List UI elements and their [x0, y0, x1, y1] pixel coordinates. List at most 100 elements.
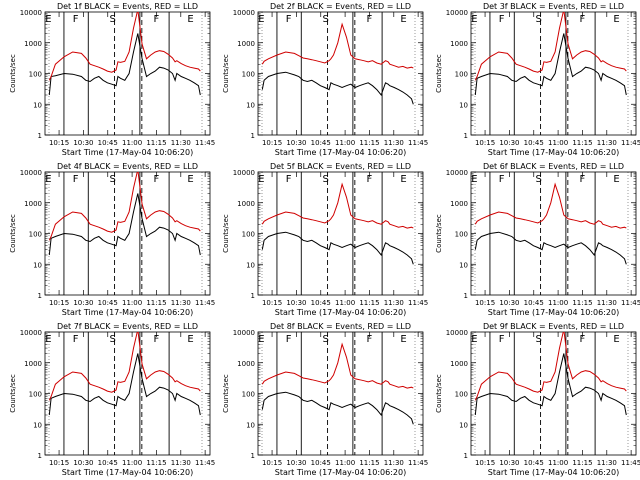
x-tick-label: 10:45 — [311, 139, 331, 147]
region-label: S — [322, 334, 328, 345]
x-tick-label: 11:00 — [122, 459, 142, 467]
y-tick-label: 10 — [33, 101, 42, 109]
region-label: S — [535, 334, 541, 345]
lld-series-line — [48, 12, 201, 81]
y-tick-label: 100 — [455, 231, 468, 239]
x-axis-label: Start Time (17-May-04 10:06:20) — [275, 148, 406, 157]
y-tick-label: 100 — [242, 71, 255, 79]
region-label: E — [471, 174, 477, 185]
region-label: S — [109, 14, 115, 25]
region-label: F — [286, 334, 292, 345]
y-axis-label: Counts/sec — [435, 214, 443, 253]
panel-title: Det 9f BLACK = Events, RED = LLD — [483, 322, 624, 331]
events-series-line — [48, 353, 201, 416]
y-tick-label: 1 — [251, 452, 255, 460]
x-tick-label: 10:45 — [524, 139, 544, 147]
x-tick-label: 11:30 — [384, 459, 404, 467]
x-tick-label: 10:15 — [49, 459, 69, 467]
region-label: F — [367, 174, 373, 185]
x-tick-label: 10:45 — [98, 139, 118, 147]
detector-panel-6: Det 6f BLACK = Events, RED = LLD Counts/s… — [435, 162, 640, 317]
x-tick-label: 10:15 — [262, 459, 282, 467]
region-label: E — [45, 334, 51, 345]
region-label: F — [580, 174, 586, 185]
region-label: S — [535, 14, 541, 25]
events-series-line — [261, 231, 414, 265]
x-tick-label: 10:45 — [311, 459, 331, 467]
y-axis-label: Counts/sec — [222, 54, 230, 93]
y-tick-label: 1000 — [24, 40, 42, 48]
y-tick-label: 1 — [38, 292, 42, 300]
series-group — [261, 22, 414, 105]
y-tick-label: 10000 — [20, 329, 42, 337]
series-group — [261, 182, 414, 265]
y-tick-label: 1000 — [24, 200, 42, 208]
y-tick-label: 1000 — [450, 360, 468, 368]
x-axis-label: Start Time (17-May-04 10:06:20) — [62, 148, 193, 157]
events-series-line — [261, 391, 414, 425]
region-label: E — [187, 334, 193, 345]
detector-panel-8: Det 8f BLACK = Events, RED = LLD Counts/s… — [222, 322, 428, 477]
region-label: E — [400, 174, 406, 185]
x-tick-label: 10:45 — [524, 299, 544, 307]
y-tick-label: 1000 — [450, 200, 468, 208]
region-label: S — [109, 174, 115, 185]
y-tick-label: 10000 — [20, 169, 42, 177]
y-tick-label: 10 — [246, 101, 255, 109]
x-tick-label: 11:00 — [335, 299, 355, 307]
y-tick-label: 1 — [38, 452, 42, 460]
x-tick-label: 11:30 — [597, 139, 617, 147]
x-tick-label: 11:15 — [146, 139, 166, 147]
events-series-line — [474, 231, 627, 265]
events-series-line — [48, 193, 201, 256]
region-label: F — [286, 14, 292, 25]
region-label: E — [45, 174, 51, 185]
x-tick-label: 11:30 — [384, 139, 404, 147]
y-tick-label: 10000 — [446, 329, 468, 337]
region-label: E — [45, 14, 51, 25]
x-tick-label: 11:15 — [146, 459, 166, 467]
y-axis-label: Counts/sec — [222, 374, 230, 413]
series-group — [48, 172, 201, 256]
x-tick-label: 11:45 — [195, 459, 215, 467]
y-tick-label: 1000 — [24, 360, 42, 368]
x-tick-label: 11:15 — [572, 299, 592, 307]
lld-series-line — [48, 172, 201, 241]
region-label: F — [499, 334, 505, 345]
x-tick-label: 10:30 — [73, 459, 93, 467]
x-axis-label: Start Time (17-May-04 10:06:20) — [488, 148, 619, 157]
x-tick-label: 11:45 — [621, 459, 640, 467]
y-tick-label: 10 — [246, 421, 255, 429]
x-tick-label: 10:30 — [286, 459, 306, 467]
x-tick-label: 11:00 — [548, 459, 568, 467]
x-tick-label: 10:15 — [49, 299, 69, 307]
y-tick-label: 10000 — [233, 329, 255, 337]
series-group — [261, 342, 414, 425]
region-label: E — [400, 334, 406, 345]
x-tick-label: 11:45 — [195, 299, 215, 307]
y-tick-label: 10 — [246, 261, 255, 269]
region-label: E — [613, 174, 619, 185]
y-tick-label: 10 — [459, 101, 468, 109]
y-axis-label: Counts/sec — [435, 374, 443, 413]
y-tick-label: 1 — [464, 132, 468, 140]
x-tick-label: 10:15 — [475, 139, 495, 147]
x-tick-label: 10:45 — [98, 459, 118, 467]
y-axis-label: Counts/sec — [9, 54, 17, 93]
x-tick-label: 10:30 — [73, 299, 93, 307]
x-axis-label: Start Time (17-May-04 10:06:20) — [488, 468, 619, 477]
x-tick-label: 10:15 — [262, 299, 282, 307]
y-axis-label: Counts/sec — [9, 214, 17, 253]
series-group — [474, 12, 627, 96]
region-label: F — [367, 334, 373, 345]
x-tick-label: 11:45 — [408, 139, 428, 147]
x-tick-label: 11:00 — [122, 139, 142, 147]
region-label: E — [613, 334, 619, 345]
x-tick-label: 11:15 — [359, 139, 379, 147]
x-tick-label: 11:00 — [335, 139, 355, 147]
region-label: F — [73, 174, 79, 185]
events-series-line — [48, 33, 201, 96]
y-tick-label: 1000 — [237, 360, 255, 368]
panel-title: Det 3f BLACK = Events, RED = LLD — [483, 2, 624, 11]
x-tick-label: 10:30 — [286, 139, 306, 147]
